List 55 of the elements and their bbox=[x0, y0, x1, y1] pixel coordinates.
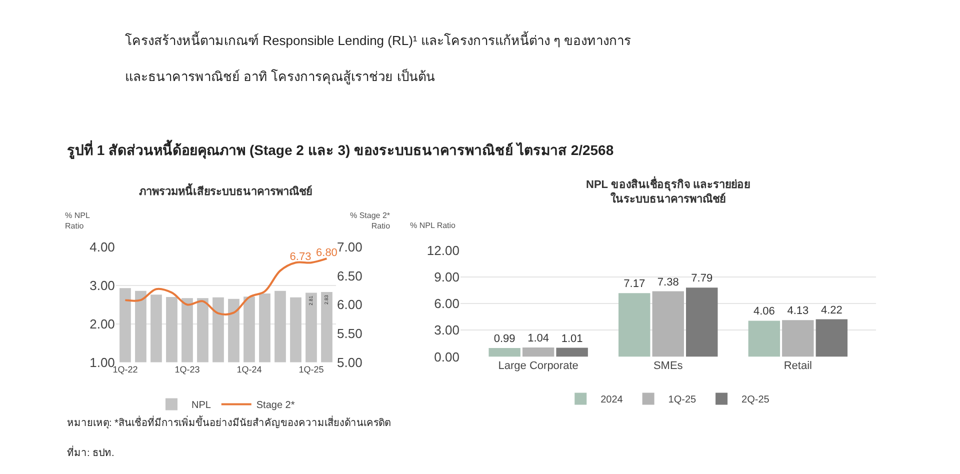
legend-label: 2Q-25 bbox=[742, 394, 770, 406]
x-tick-label: Retail bbox=[784, 360, 812, 372]
y-tick-label: 3.00 bbox=[90, 278, 115, 294]
y2-tick-label: 5.00 bbox=[337, 354, 362, 370]
y-tick-label: 1.00 bbox=[90, 354, 115, 370]
bar bbox=[618, 293, 650, 357]
text: รูปที่ 1 สัดส่วนหนี้ด้อยคุณภาพ (Stage 2 และ 3) ของระบบธนาคารพาณิชย์ ไตรมาส 2/2568 bbox=[67, 139, 614, 159]
x-tick-label: 1Q-23 bbox=[174, 364, 200, 374]
data-label: 4.06 bbox=[753, 306, 775, 318]
y2-tick-label: 6.50 bbox=[337, 268, 362, 284]
data-label: 1.01 bbox=[561, 332, 583, 345]
data-label: 6.80 bbox=[316, 246, 338, 259]
data-label: 7.17 bbox=[624, 278, 646, 290]
x-tick-label: Large Corporate bbox=[498, 360, 578, 372]
bar bbox=[522, 348, 554, 357]
y2-tick-label: 5.50 bbox=[337, 326, 362, 342]
bar bbox=[686, 288, 718, 357]
data-label: 6.73 bbox=[290, 250, 312, 263]
bar bbox=[816, 319, 848, 357]
x-tick-label: 1Q-24 bbox=[236, 364, 262, 374]
legend-label: Stage 2* bbox=[256, 400, 295, 412]
y2-axis-title: % Stage 2* Ratio bbox=[350, 211, 391, 230]
chart-title: ภาพรวมหนี้เสียระบบธนาคารพาณิชย์ bbox=[139, 183, 312, 198]
y-tick-label: 3.00 bbox=[434, 322, 460, 338]
x-tick-label: SMEs bbox=[653, 360, 684, 372]
legend-label: 2024 bbox=[600, 394, 624, 406]
y2-tick-label: 6.00 bbox=[337, 297, 362, 312]
y-tick-label: 6.00 bbox=[434, 296, 460, 312]
y-tick-label: 2.00 bbox=[90, 316, 115, 332]
text: โครงสร้างหนี้ตามเกณฑ์ Responsible Lending (RL)¹ และโครงการแก้หนี้ต่าง ๆ ของทางการ bbox=[125, 31, 632, 48]
bar bbox=[556, 348, 588, 357]
y-tick-label: 4.00 bbox=[90, 240, 115, 255]
y-axis-title: % NPL Ratio bbox=[410, 221, 456, 230]
y-axis-title: % NPL Ratio bbox=[65, 211, 90, 230]
bar bbox=[488, 348, 520, 357]
chart-title: NPL ของสินเชื่อธุรกิจ และรายย่อย ในระบบธนาคารพาณิชย์ bbox=[586, 176, 750, 206]
y2-tick-label: 7.00 bbox=[337, 240, 362, 255]
data-label: 0.99 bbox=[494, 332, 516, 345]
y-tick-label: 12.00 bbox=[426, 242, 460, 258]
data-label: 4.22 bbox=[820, 304, 842, 316]
data-label: 7.79 bbox=[691, 272, 713, 285]
legend-label: NPL bbox=[191, 400, 212, 412]
data-label: 7.38 bbox=[657, 276, 679, 288]
text: และธนาคารพาณิชย์ อาทิ โครงการคุณสู้เราช่วย เป็นต้น bbox=[125, 67, 435, 85]
data-label: 4.13 bbox=[787, 305, 809, 318]
data-label: 1.04 bbox=[528, 332, 550, 345]
bar bbox=[782, 320, 814, 357]
y-tick-label: 0.00 bbox=[434, 349, 460, 364]
x-tick-label: 1Q-25 bbox=[298, 364, 324, 374]
legend-label: 1Q-25 bbox=[668, 394, 697, 406]
bar bbox=[652, 291, 684, 357]
text: หมายเหตุ: *สินเชื่อที่มีการเพิ่มขึ้นอย่างมีนัยสำคัญของความเสี่ยงด้านเครดิต bbox=[67, 415, 390, 429]
text: ที่มา: ธปท. bbox=[67, 445, 114, 459]
bar bbox=[748, 320, 780, 357]
y-tick-label: 9.00 bbox=[434, 269, 460, 284]
